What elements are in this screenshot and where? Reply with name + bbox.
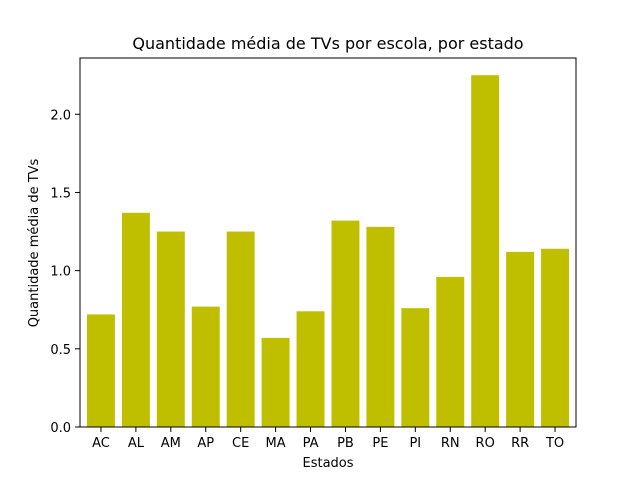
- x-tick-label: RO: [476, 436, 495, 451]
- x-tick-label: CE: [232, 436, 249, 451]
- bar-pb: [331, 220, 360, 427]
- x-axis: AC AL AM AP CE MA PA PB PE PI RN RO RR TO: [92, 427, 564, 451]
- x-tick-label: AC: [92, 436, 110, 451]
- bar-pa: [296, 311, 325, 427]
- bar-pe: [366, 226, 395, 427]
- chart-title: Quantidade média de TVs por escola, por …: [132, 34, 523, 53]
- x-tick-label: PA: [303, 436, 319, 451]
- x-tick-label: PB: [337, 436, 354, 451]
- y-tick-label: 0.5: [50, 343, 71, 358]
- bar-am: [156, 231, 185, 427]
- bar-rn: [436, 276, 465, 427]
- bar-ce: [226, 231, 255, 427]
- x-tick-label: MA: [266, 436, 286, 451]
- x-axis-label: Estados: [302, 456, 353, 471]
- x-tick-label: TO: [545, 436, 564, 451]
- bars-group: [86, 75, 570, 427]
- y-tick-label: 1.0: [50, 265, 71, 280]
- bar-pi: [401, 308, 430, 427]
- bar-ro: [471, 75, 500, 427]
- y-tick-label: 2.0: [50, 108, 71, 123]
- plot-frame: [79, 57, 577, 428]
- y-axis-label: Quantidade média de TVs: [27, 158, 42, 327]
- x-tick-label: RR: [511, 436, 529, 451]
- x-tick-label: AM: [161, 436, 181, 451]
- bar-ac: [86, 314, 115, 427]
- bar-rr: [506, 251, 535, 427]
- bar-al: [121, 212, 150, 427]
- x-tick-label: RN: [441, 436, 460, 451]
- bar-ap: [191, 306, 220, 427]
- y-tick-label: 0.0: [50, 421, 71, 436]
- x-tick-label: AP: [197, 436, 214, 451]
- x-tick-label: AL: [128, 436, 145, 451]
- y-axis: 0.0 0.5 1.0 1.5 2.0: [50, 108, 80, 436]
- x-tick-label: PI: [409, 436, 421, 451]
- x-tick-label: PE: [372, 436, 388, 451]
- bar-ma: [261, 337, 290, 427]
- y-tick-label: 1.5: [50, 186, 71, 201]
- bar-to: [541, 248, 570, 427]
